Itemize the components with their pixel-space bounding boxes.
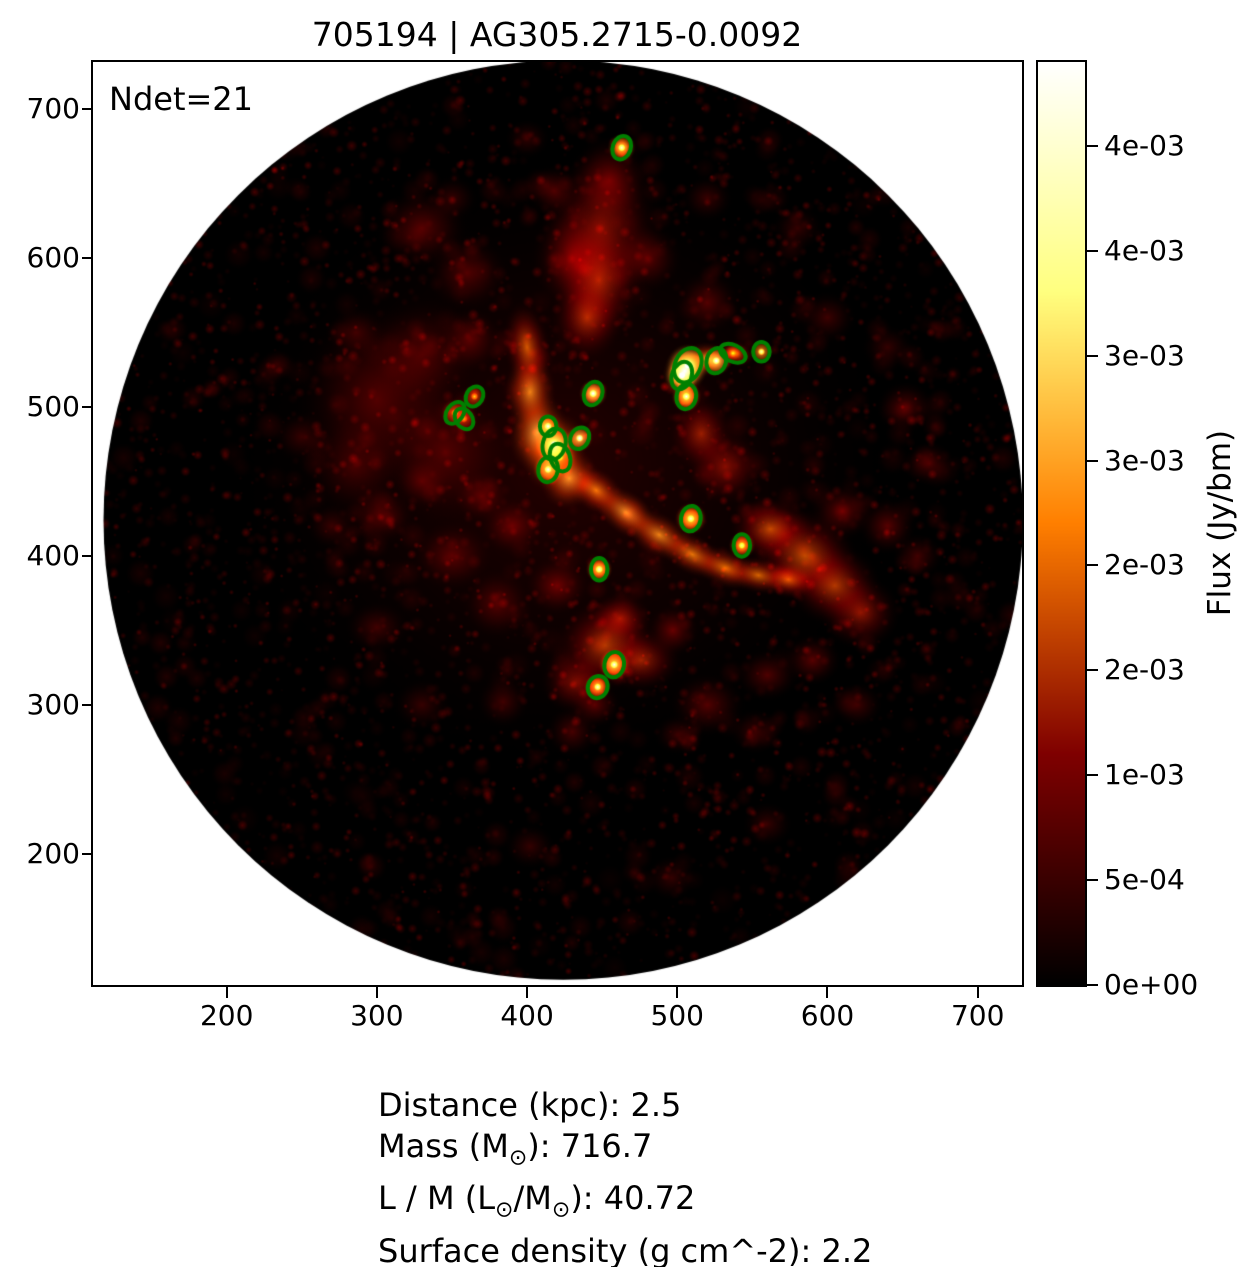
y-tick-mark xyxy=(82,256,93,259)
info-line: Distance (kpc): 2.5 xyxy=(378,1086,682,1124)
plot-title: 705194 | AG305.2715-0.0092 xyxy=(311,15,803,54)
colorbar-tick-mark xyxy=(1087,984,1098,986)
ndet-annotation: Ndet=21 xyxy=(109,80,254,118)
colorbar-tick-mark xyxy=(1087,774,1098,777)
colorbar xyxy=(1036,60,1087,987)
colorbar-label: Flux (Jy/bm) xyxy=(1202,429,1238,617)
colorbar-tick-label: 2e-03 xyxy=(1104,548,1185,582)
colorbar-tick-label: 3e-03 xyxy=(1104,443,1185,477)
flux-map-canvas xyxy=(93,62,1022,985)
colorbar-tick-label: 3e-03 xyxy=(1104,338,1185,372)
colorbar-tick-label: 4e-03 xyxy=(1104,233,1185,267)
x-tick-label: 400 xyxy=(500,999,554,1032)
colorbar-tick-mark xyxy=(1087,354,1098,357)
x-tick-mark xyxy=(676,987,679,998)
y-tick-label: 400 xyxy=(26,538,80,572)
y-tick-mark xyxy=(82,405,93,408)
info-lines: Distance (kpc): 2.5 Mass (M⊙): 716.7 L / M… xyxy=(378,1085,872,1267)
colorbar-tick-label: 5e-04 xyxy=(1104,863,1185,897)
colorbar-tick-mark xyxy=(1087,564,1098,567)
flux-map-axes: Ndet=21 xyxy=(91,60,1024,987)
y-tick-label: 600 xyxy=(26,240,80,274)
y-tick-label: 200 xyxy=(26,836,80,870)
y-tick-mark xyxy=(82,107,93,110)
x-tick-label: 700 xyxy=(950,999,1005,1032)
colorbar-tick-label: 4e-03 xyxy=(1104,128,1185,162)
info-line: L / M (L⊙/M⊙): 40.72 xyxy=(378,1179,696,1223)
x-tick-label: 300 xyxy=(350,999,404,1032)
y-tick-label: 500 xyxy=(26,389,80,423)
x-tick-label: 600 xyxy=(800,999,855,1032)
colorbar-tick-label: 0e+00 xyxy=(1104,968,1199,1001)
colorbar-tick-mark xyxy=(1087,669,1098,672)
info-line: Surface density (g cm^-2): 2.2 xyxy=(378,1231,873,1267)
colorbar-tick-mark xyxy=(1087,249,1098,252)
y-tick-mark xyxy=(82,554,93,557)
x-tick-label: 500 xyxy=(650,999,704,1032)
x-tick-mark xyxy=(375,987,378,998)
colorbar-tick-mark xyxy=(1087,879,1098,882)
x-tick-mark xyxy=(826,987,829,998)
info-line: Mass (M⊙): 716.7 xyxy=(378,1127,653,1171)
x-tick-label: 200 xyxy=(199,999,254,1032)
y-tick-mark xyxy=(82,703,93,706)
x-tick-mark xyxy=(976,987,979,998)
colorbar-tick-mark xyxy=(1087,144,1098,147)
colorbar-tick-mark xyxy=(1087,459,1098,462)
x-tick-mark xyxy=(526,987,529,998)
y-tick-label: 700 xyxy=(26,91,80,125)
y-tick-mark xyxy=(82,852,93,855)
x-tick-mark xyxy=(225,987,228,998)
colorbar-tick-label: 1e-03 xyxy=(1104,758,1185,792)
y-tick-label: 300 xyxy=(26,687,80,721)
colorbar-canvas xyxy=(1038,62,1085,985)
colorbar-tick-label: 2e-03 xyxy=(1104,653,1185,687)
